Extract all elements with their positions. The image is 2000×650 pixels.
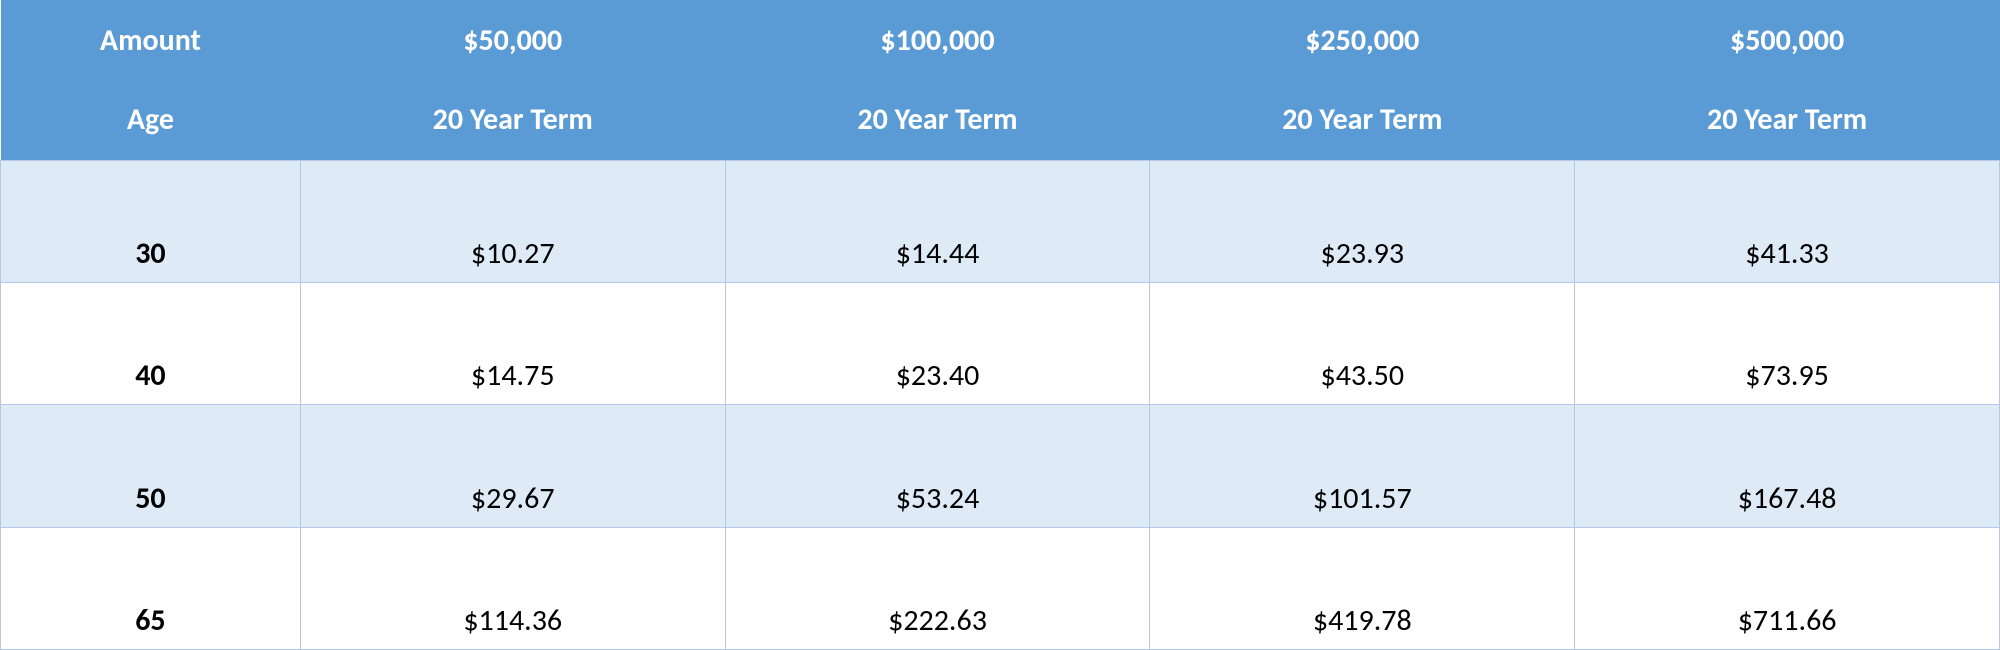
price-cell: $73.95 [1575,282,2000,404]
age-cell: 40 [1,282,301,404]
table-body: 30 $10.27 $14.44 $23.93 $41.33 40 $14.75… [1,160,2000,650]
price-cell: $43.50 [1150,282,1575,404]
price-cell: $222.63 [725,527,1150,649]
age-cell: 65 [1,527,301,649]
header-age-label: Age [1,80,301,160]
header-amount-500k: $500,000 [1575,0,2000,80]
pricing-table: Amount $50,000 $100,000 $250,000 $500,00… [0,0,2000,650]
price-cell: $711.66 [1575,527,2000,649]
table-row: 65 $114.36 $222.63 $419.78 $711.66 [1,527,2000,649]
price-cell: $29.67 [300,405,725,527]
header-amount-50k: $50,000 [300,0,725,80]
header-term-500k: 20 Year Term [1575,80,2000,160]
price-cell: $14.44 [725,160,1150,282]
price-cell: $14.75 [300,282,725,404]
price-cell: $41.33 [1575,160,2000,282]
header-term-100k: 20 Year Term [725,80,1150,160]
price-cell: $23.93 [1150,160,1575,282]
header-amount-label: Amount [1,0,301,80]
price-cell: $101.57 [1150,405,1575,527]
header-row-term: Age 20 Year Term 20 Year Term 20 Year Te… [1,80,2000,160]
age-cell: 50 [1,405,301,527]
price-cell: $114.36 [300,527,725,649]
price-cell: $23.40 [725,282,1150,404]
table-row: 50 $29.67 $53.24 $101.57 $167.48 [1,405,2000,527]
header-term-50k: 20 Year Term [300,80,725,160]
table-row: 40 $14.75 $23.40 $43.50 $73.95 [1,282,2000,404]
table-header: Amount $50,000 $100,000 $250,000 $500,00… [1,0,2000,160]
age-cell: 30 [1,160,301,282]
price-cell: $167.48 [1575,405,2000,527]
price-cell: $10.27 [300,160,725,282]
price-cell: $53.24 [725,405,1150,527]
header-amount-250k: $250,000 [1150,0,1575,80]
table-row: 30 $10.27 $14.44 $23.93 $41.33 [1,160,2000,282]
price-cell: $419.78 [1150,527,1575,649]
header-term-250k: 20 Year Term [1150,80,1575,160]
header-amount-100k: $100,000 [725,0,1150,80]
header-row-amount: Amount $50,000 $100,000 $250,000 $500,00… [1,0,2000,80]
